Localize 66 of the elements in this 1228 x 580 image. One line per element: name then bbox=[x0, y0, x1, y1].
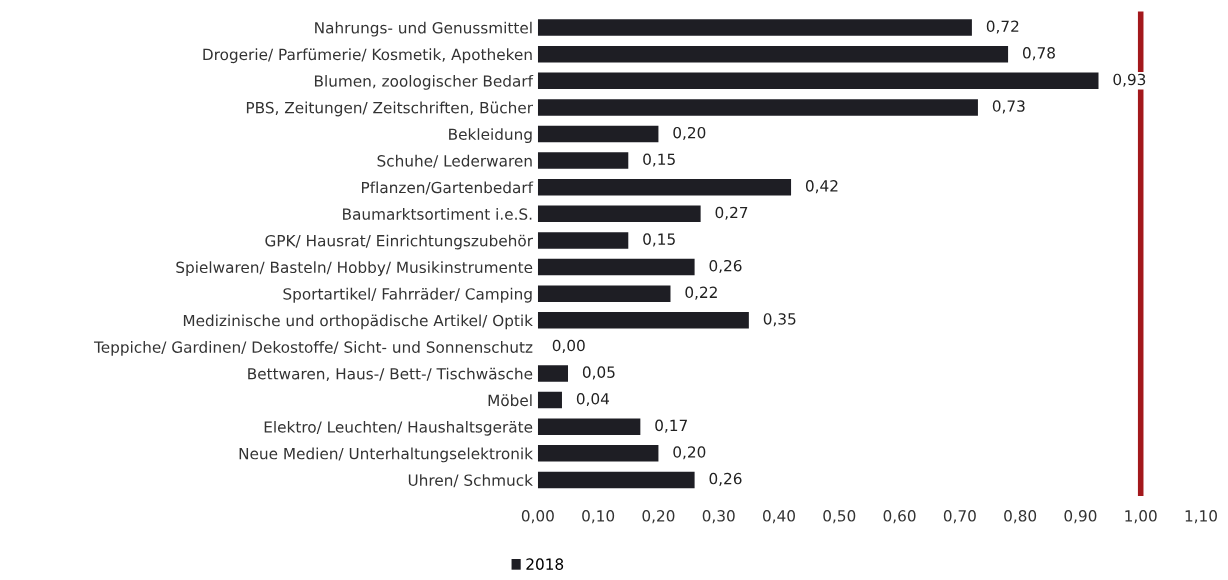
data-label: 0,05 bbox=[582, 366, 615, 380]
y-tick-label: Schuhe/ Lederwaren bbox=[377, 154, 532, 168]
data-label: 0,26 bbox=[709, 259, 742, 274]
y-tick-label: GPK/ Hausrat/ Einrichtungszubehör bbox=[265, 234, 534, 250]
data-label: 0,26 bbox=[709, 472, 742, 486]
x-tick-label: 1,10 bbox=[1185, 510, 1217, 524]
data-label: 0,17 bbox=[655, 419, 687, 433]
y-tick-label: PBS, Zeitungen/ Zeitschriften, Bücher bbox=[246, 101, 534, 117]
y-tick-label: Sportartikel/ Fahrräder/ Camping bbox=[283, 287, 532, 303]
bar bbox=[537, 72, 1099, 90]
y-tick-label: Bekleidung bbox=[449, 128, 532, 143]
y-tick-label: Drogerie/ Parfümerie/ Kosmetik, Apotheken bbox=[203, 48, 532, 64]
bar bbox=[537, 205, 701, 223]
x-tick-label: 0,50 bbox=[823, 510, 856, 524]
y-tick-label: Uhren/ Schmuck bbox=[408, 474, 533, 488]
x-tick-label: 0,90 bbox=[1064, 510, 1097, 524]
data-label: 0,04 bbox=[576, 392, 610, 407]
x-tick-label: 0,00 bbox=[521, 510, 554, 524]
bar bbox=[537, 99, 978, 116]
bar bbox=[537, 45, 1009, 63]
bar bbox=[537, 445, 659, 462]
legend-label: 2018 bbox=[526, 558, 564, 570]
data-label: 0,27 bbox=[715, 206, 748, 220]
x-tick-label: 0,40 bbox=[763, 510, 795, 524]
data-label: 0,15 bbox=[643, 153, 675, 167]
y-tick-label: Neue Medien/ Unterhaltungselektronik bbox=[239, 447, 533, 463]
bar bbox=[537, 258, 695, 276]
bar bbox=[537, 285, 671, 302]
bar bbox=[537, 365, 569, 382]
bar bbox=[537, 125, 659, 143]
bar bbox=[537, 391, 562, 409]
data-label: 0,20 bbox=[673, 446, 706, 460]
data-label: 0,73 bbox=[992, 100, 1025, 114]
data-label: 0,15 bbox=[643, 233, 675, 247]
y-tick-label: Baumarktsortiment i.e.S. bbox=[343, 208, 532, 220]
bar bbox=[537, 152, 629, 169]
bar bbox=[537, 19, 972, 36]
y-tick-label: Teppiche/ Gardinen/ Dekostoffe/ Sicht- und Sonnenschutz bbox=[93, 341, 533, 356]
x-tick-label: 0,70 bbox=[943, 510, 976, 524]
x-tick-label: 0,20 bbox=[642, 510, 675, 524]
x-tick-label: 0,60 bbox=[883, 510, 916, 524]
data-label: 0,20 bbox=[673, 126, 706, 140]
y-tick-label: Möbel bbox=[488, 394, 532, 407]
y-tick-label: Spielwaren/ Basteln/ Hobby/ Musikinstrumente bbox=[176, 261, 533, 277]
y-tick-label: Nahrungs- und Genussmittel bbox=[315, 21, 532, 37]
x-tick-label: 0,10 bbox=[582, 510, 615, 524]
bar bbox=[537, 178, 792, 196]
y-tick-label: Pflanzen/Gartenbedarf bbox=[362, 181, 534, 195]
y-tick-label: Elektro/ Leuchten/ Haushaltsgeräte bbox=[264, 420, 533, 436]
data-label: 0,78 bbox=[1022, 47, 1055, 61]
x-tick-label: 1,00 bbox=[1125, 510, 1157, 524]
bar bbox=[537, 418, 641, 435]
bar bbox=[537, 312, 749, 329]
data-label: 0,42 bbox=[805, 180, 838, 194]
data-label: 0,00 bbox=[552, 339, 585, 353]
x-tick-label: 0,80 bbox=[1004, 510, 1037, 524]
data-label: 0,93 bbox=[1113, 73, 1146, 87]
y-tick-label: Medizinische und orthopädische Artikel/ Optik bbox=[183, 314, 533, 330]
bar bbox=[537, 471, 695, 489]
x-tick-label: 0,30 bbox=[702, 510, 735, 524]
data-label: 0,22 bbox=[685, 286, 717, 300]
bar bbox=[537, 232, 629, 249]
y-tick-label: Bettwaren, Haus-/ Bett-/ Tischwäsche bbox=[248, 367, 533, 382]
y-tick-label: Blumen, zoologischer Bedarf bbox=[314, 74, 534, 90]
data-label: 0,72 bbox=[986, 20, 1019, 34]
data-label: 0,35 bbox=[763, 313, 796, 327]
